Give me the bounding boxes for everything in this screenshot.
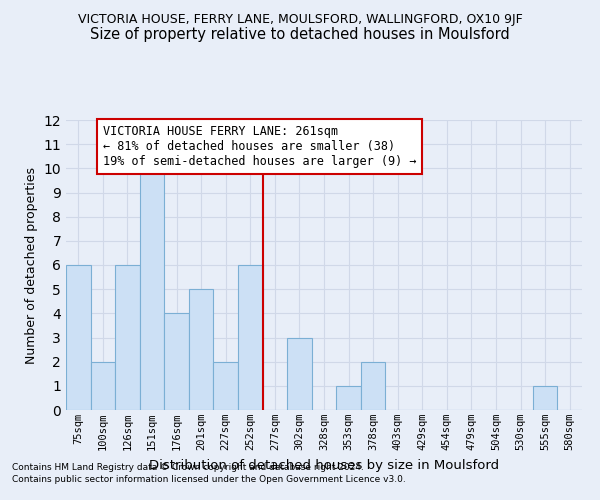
Text: Size of property relative to detached houses in Moulsford: Size of property relative to detached ho…: [90, 28, 510, 42]
Text: VICTORIA HOUSE FERRY LANE: 261sqm
← 81% of detached houses are smaller (38)
19% : VICTORIA HOUSE FERRY LANE: 261sqm ← 81% …: [103, 125, 416, 168]
Bar: [287, 338, 312, 410]
Bar: [361, 362, 385, 410]
Bar: [214, 362, 238, 410]
Bar: [336, 386, 361, 410]
Text: VICTORIA HOUSE, FERRY LANE, MOULSFORD, WALLINGFORD, OX10 9JF: VICTORIA HOUSE, FERRY LANE, MOULSFORD, W…: [77, 12, 523, 26]
Bar: [91, 362, 115, 410]
Bar: [115, 265, 140, 410]
Bar: [140, 168, 164, 410]
Bar: [533, 386, 557, 410]
Bar: [164, 314, 189, 410]
Bar: [238, 265, 263, 410]
Y-axis label: Number of detached properties: Number of detached properties: [25, 166, 38, 364]
Bar: [189, 289, 214, 410]
Text: Contains public sector information licensed under the Open Government Licence v3: Contains public sector information licen…: [12, 475, 406, 484]
X-axis label: Distribution of detached houses by size in Moulsford: Distribution of detached houses by size …: [149, 458, 499, 471]
Text: Contains HM Land Registry data © Crown copyright and database right 2024.: Contains HM Land Registry data © Crown c…: [12, 464, 364, 472]
Bar: [66, 265, 91, 410]
